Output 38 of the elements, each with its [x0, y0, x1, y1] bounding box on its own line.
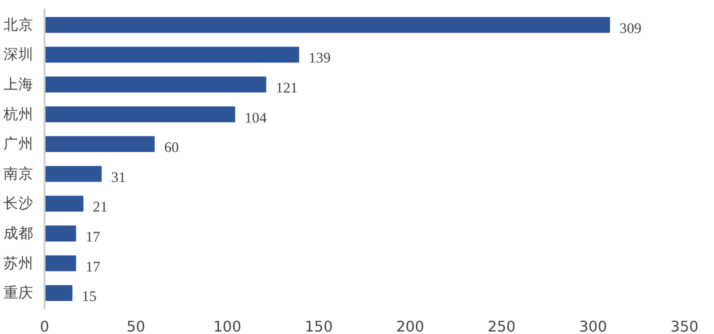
y-tick-label: 南京 [4, 165, 34, 182]
bar [44, 136, 155, 152]
bar [44, 76, 266, 92]
bar [44, 46, 300, 63]
x-tick-label: 200 [396, 318, 424, 334]
x-tick-label: 150 [304, 318, 333, 334]
bar [44, 106, 236, 122]
data-label: 15 [82, 289, 97, 306]
bar [44, 226, 76, 242]
x-tick-label: 350 [670, 318, 698, 334]
bar [44, 196, 84, 212]
x-tick-label: 100 [213, 318, 242, 334]
data-label: 17 [86, 230, 100, 246]
y-tick-label: 北京 [4, 16, 34, 34]
data-label: 121 [276, 80, 298, 96]
x-tick-label: 0 [40, 318, 50, 334]
bar [44, 285, 72, 302]
data-label: 31 [111, 170, 126, 186]
data-label: 309 [620, 20, 642, 37]
data-label: 21 [92, 200, 108, 216]
bar [44, 16, 610, 33]
x-tick-label: 300 [579, 318, 608, 334]
data-label: 60 [164, 140, 179, 156]
y-tick-label: 重庆 [4, 284, 34, 302]
data-label: 139 [308, 50, 331, 67]
data-label: 104 [244, 110, 268, 126]
y-tick-label: 上海 [4, 76, 34, 93]
x-tick-label: 250 [488, 318, 516, 334]
x-tick-label: 50 [126, 318, 146, 334]
bar [44, 166, 102, 182]
y-tick-label: 苏州 [4, 254, 34, 272]
data-label: 17 [86, 259, 100, 276]
y-tick-label: 杭州 [2, 106, 34, 123]
y-tick-label: 广州 [4, 136, 34, 153]
bar [44, 255, 76, 272]
y-tick-label: 深圳 [4, 46, 34, 64]
y-tick-label: 成都 [4, 225, 34, 242]
y-tick-label: 长沙 [4, 195, 34, 212]
